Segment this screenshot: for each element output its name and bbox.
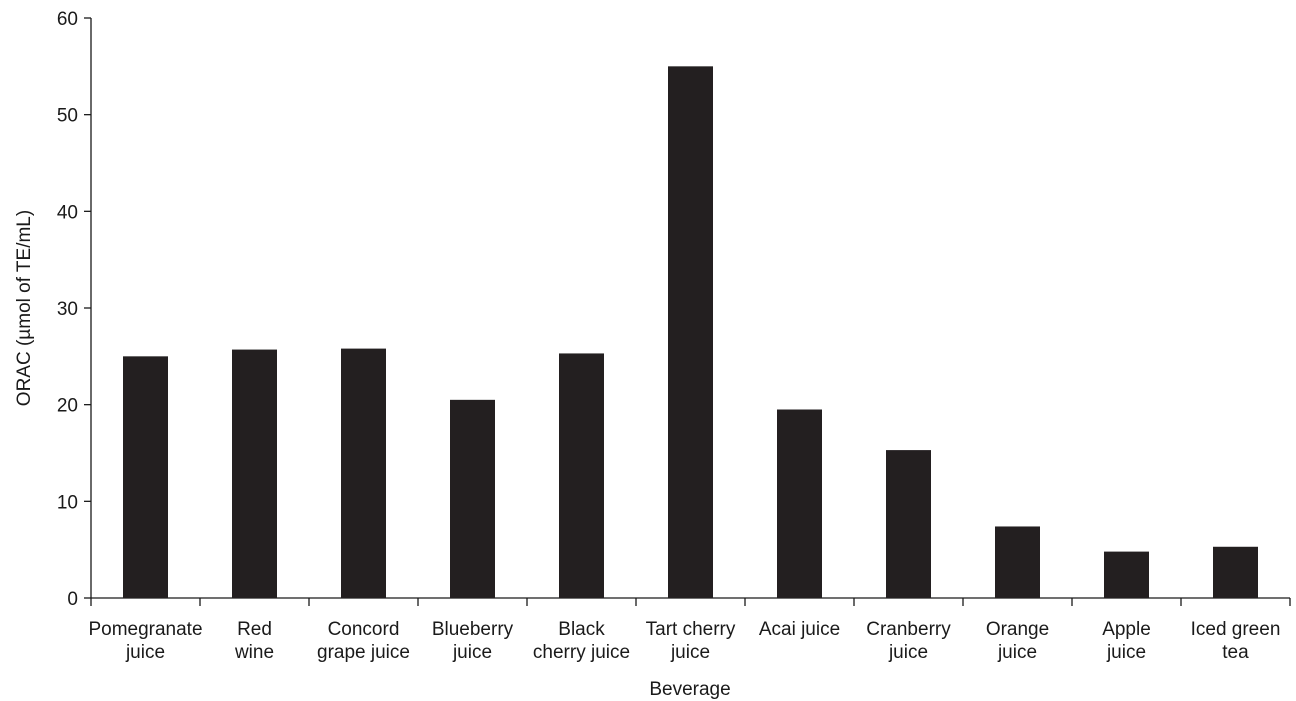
y-tick-label: 40 [57, 202, 78, 223]
y-ticks: 0 10 20 30 40 50 60 [57, 9, 91, 610]
x-category-label: grape juice [317, 642, 410, 663]
y-tick-label: 20 [57, 396, 78, 417]
x-category-label: Orange [986, 619, 1049, 640]
x-category-label: Tart cherry [646, 619, 736, 640]
bar [123, 356, 168, 598]
x-category-label: Apple [1102, 619, 1151, 640]
x-category-label: Red [237, 619, 272, 640]
bar [1213, 546, 1258, 598]
bar [450, 399, 495, 598]
x-category-label: juice [888, 642, 928, 663]
x-category-label: wine [234, 642, 274, 663]
bar [232, 349, 277, 598]
bar [777, 409, 822, 598]
bar [341, 348, 386, 598]
x-category-label: juice [670, 642, 710, 663]
bar [886, 450, 931, 598]
x-category-label: Black [558, 619, 605, 640]
y-tick-label: 50 [57, 106, 78, 127]
x-category-label: juice [452, 642, 492, 663]
y-tick-label: 10 [57, 492, 78, 513]
x-category-label: juice [1106, 642, 1146, 663]
y-tick-label: 0 [67, 589, 78, 610]
x-category-label: Blueberry [432, 619, 514, 640]
bars [123, 66, 1258, 599]
x-category-label: Cranberry [866, 619, 951, 640]
bar [559, 353, 604, 598]
y-tick-label: 30 [57, 299, 78, 320]
x-category-label: Concord [328, 619, 400, 640]
x-category-label: juice [997, 642, 1037, 663]
bar [995, 526, 1040, 598]
bar [668, 66, 713, 599]
x-category-label: Acai juice [759, 619, 840, 640]
x-category-label: Iced green [1191, 619, 1281, 640]
x-axis-title: Beverage [649, 679, 730, 700]
x-axis [90, 597, 1291, 606]
x-category-label: juice [125, 642, 165, 663]
bar [1104, 551, 1149, 598]
x-category-label: tea [1222, 642, 1249, 663]
x-category-label: Pomegranate [88, 619, 202, 640]
x-category-label: cherry juice [533, 642, 630, 663]
y-axis-title: ORAC (µmol of TE/mL) [14, 210, 35, 406]
y-tick-label: 60 [57, 9, 78, 30]
